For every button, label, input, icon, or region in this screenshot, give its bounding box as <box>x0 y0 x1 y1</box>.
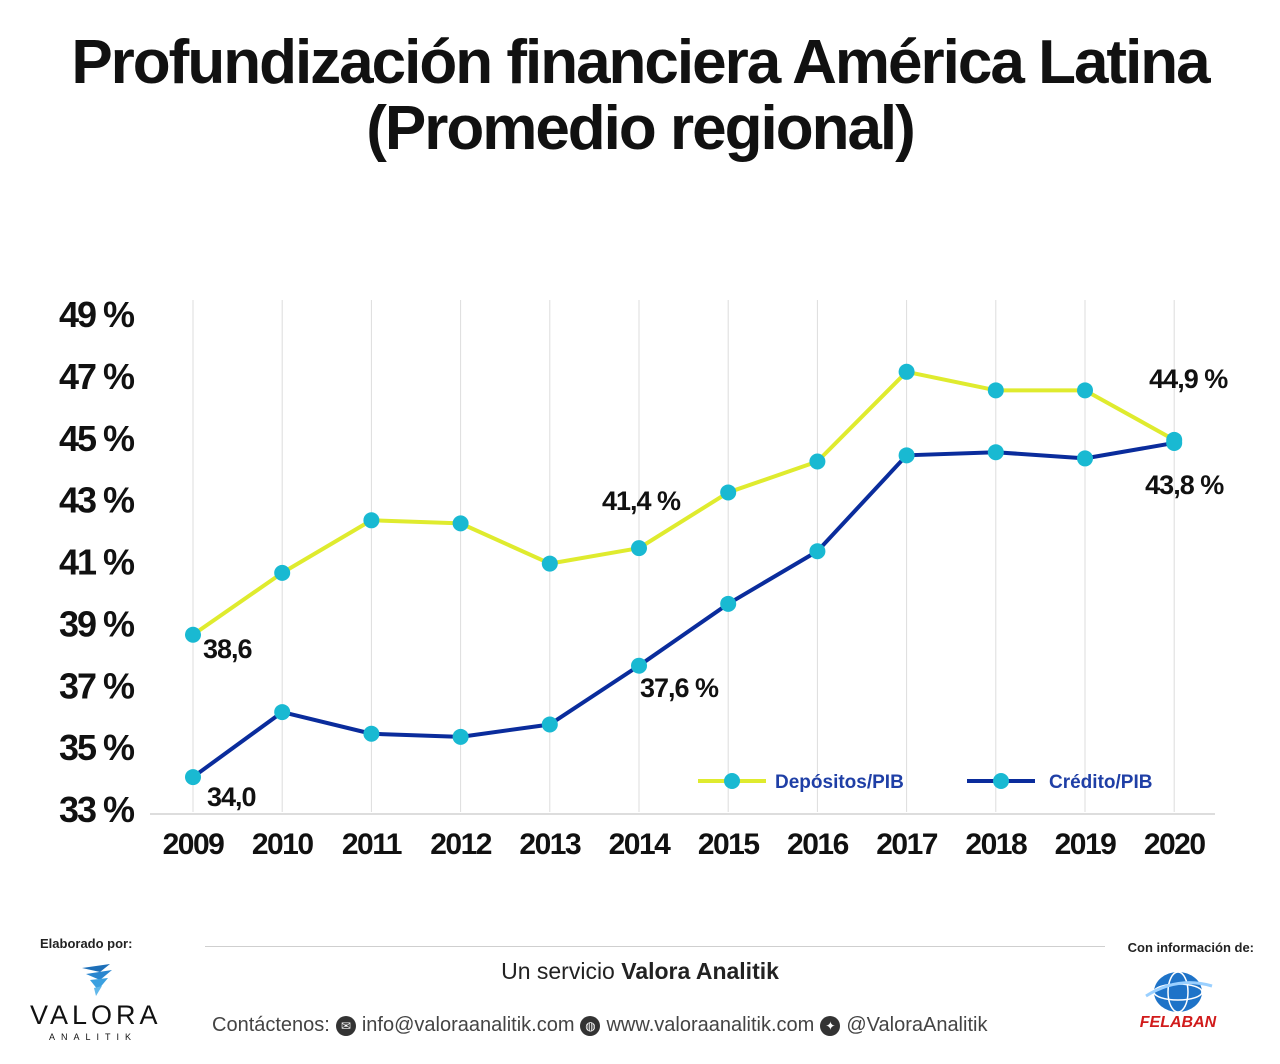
y-tick-label: 39 % <box>59 603 135 644</box>
credito-point <box>631 657 647 674</box>
x-tick-label: 2010 <box>252 828 314 861</box>
y-tick-label: 43 % <box>59 480 135 521</box>
service-brand: Valora Analitik <box>621 958 779 984</box>
x-tick-label: 2018 <box>965 828 1027 861</box>
credito-point <box>809 543 826 560</box>
series-group <box>185 363 1183 786</box>
y-tick-label: 33 % <box>59 789 135 830</box>
credito-point <box>720 595 737 612</box>
x-tick-label: 2020 <box>1144 828 1206 861</box>
depositos-point <box>1077 382 1093 399</box>
credito-point <box>363 725 380 742</box>
data-label: 43,8 % <box>1145 470 1224 500</box>
depositos-point <box>274 564 291 581</box>
depositos-point <box>185 626 201 643</box>
legend-swatch-marker <box>724 773 740 789</box>
y-tick-label: 45 % <box>59 418 135 459</box>
x-tick-label: 2012 <box>430 828 492 861</box>
depositos-point <box>809 453 826 470</box>
y-tick-label: 49 % <box>59 294 135 335</box>
contact-label: Contáctenos: <box>212 1014 330 1036</box>
depositos-point <box>452 515 469 532</box>
service-prefix: Un servicio <box>501 958 622 984</box>
depositos-point <box>363 512 380 529</box>
service-line: Un servicio Valora Analitik <box>0 958 1280 985</box>
gridlines <box>192 300 1175 812</box>
depositos-point <box>541 555 558 572</box>
y-tick-label: 47 % <box>59 356 135 397</box>
contact-website[interactable]: www.valoraanalitik.com <box>606 1014 815 1036</box>
credito-point <box>987 444 1004 461</box>
info-source-label: Con información de: <box>1127 940 1254 955</box>
depositos-point <box>720 484 737 501</box>
contact-twitter[interactable]: @ValoraAnalitik <box>846 1014 988 1036</box>
x-tick-label: 2019 <box>1055 828 1117 861</box>
y-tick-labels: 33 % 35 % 37 % 39 % 41 % 43 % 45 % 47 % 49 % <box>59 294 137 830</box>
made-by-label: Elaborado por: <box>40 936 133 951</box>
twitter-icon: ✦ <box>820 1015 841 1036</box>
credito-point <box>1166 434 1183 451</box>
contact-email[interactable]: info@valoraanalitik.com <box>361 1014 575 1036</box>
data-annotations: 38,6 34,0 41,4 % 37,6 % 44,9 % 43,8 % <box>203 364 1229 812</box>
data-label: 37,6 % <box>640 673 719 703</box>
credito-point <box>274 704 291 721</box>
chart-title: Profundización financiera América Latina… <box>0 30 1280 162</box>
x-tick-label: 2013 <box>519 828 581 861</box>
footer-divider <box>205 946 1105 947</box>
credito-point <box>1077 450 1093 467</box>
series-line-credito <box>191 440 1175 779</box>
email-icon: ✉ <box>335 1015 356 1036</box>
valora-logo-sub: ANALITIK <box>48 1032 137 1042</box>
x-tick-label: 2017 <box>876 828 938 861</box>
credito-point <box>541 716 558 733</box>
globe-icon: ◍ <box>580 1015 601 1036</box>
line-chart: 33 % 35 % 37 % 39 % 41 % 43 % 45 % 47 % 49 % 200… <box>59 294 1229 861</box>
x-tick-label: 2015 <box>698 828 760 861</box>
y-tick-label: 41 % <box>59 542 135 583</box>
data-label: 34,0 <box>207 782 256 812</box>
x-tick-label: 2011 <box>342 828 402 861</box>
felaban-logo-name: FELABAN <box>1139 1014 1217 1031</box>
title-line-1: Profundización financiera América Latina <box>71 28 1210 97</box>
title-line-2: (Promedio regional) <box>366 94 916 163</box>
credito-point <box>452 728 469 745</box>
credito-point <box>185 769 201 786</box>
data-label: 41,4 % <box>602 486 681 516</box>
depositos-point <box>631 540 647 557</box>
depositos-point <box>898 363 915 380</box>
y-tick-label: 35 % <box>59 727 135 768</box>
depositos-point <box>987 382 1004 399</box>
data-label: 38,6 <box>203 634 253 664</box>
x-tick-label: 2016 <box>787 828 849 861</box>
data-label: 44,9 % <box>1149 364 1228 394</box>
y-tick-label: 37 % <box>59 665 135 706</box>
x-tick-labels: 2009 2010 2011 2012 2013 2014 2015 2016 2017 2018… <box>163 828 1207 861</box>
series-line-depositos <box>191 369 1176 637</box>
chart-legend: Depósitos/PIB Crédito/PIB <box>698 772 1152 793</box>
legend-label: Depósitos/PIB <box>775 772 904 793</box>
x-tick-label: 2014 <box>609 828 672 861</box>
contact-bar: Contáctenos: ✉ info@valoraanalitik.com ◍… <box>212 1014 987 1037</box>
valora-logo-icon <box>82 964 112 996</box>
legend-swatch-marker <box>993 773 1009 789</box>
felaban-globe-icon <box>1145 971 1213 1013</box>
valora-logo-name: VALORA <box>30 1000 162 1030</box>
credito-point <box>898 447 915 464</box>
x-tick-label: 2009 <box>163 828 225 861</box>
legend-label: Crédito/PIB <box>1049 772 1152 793</box>
